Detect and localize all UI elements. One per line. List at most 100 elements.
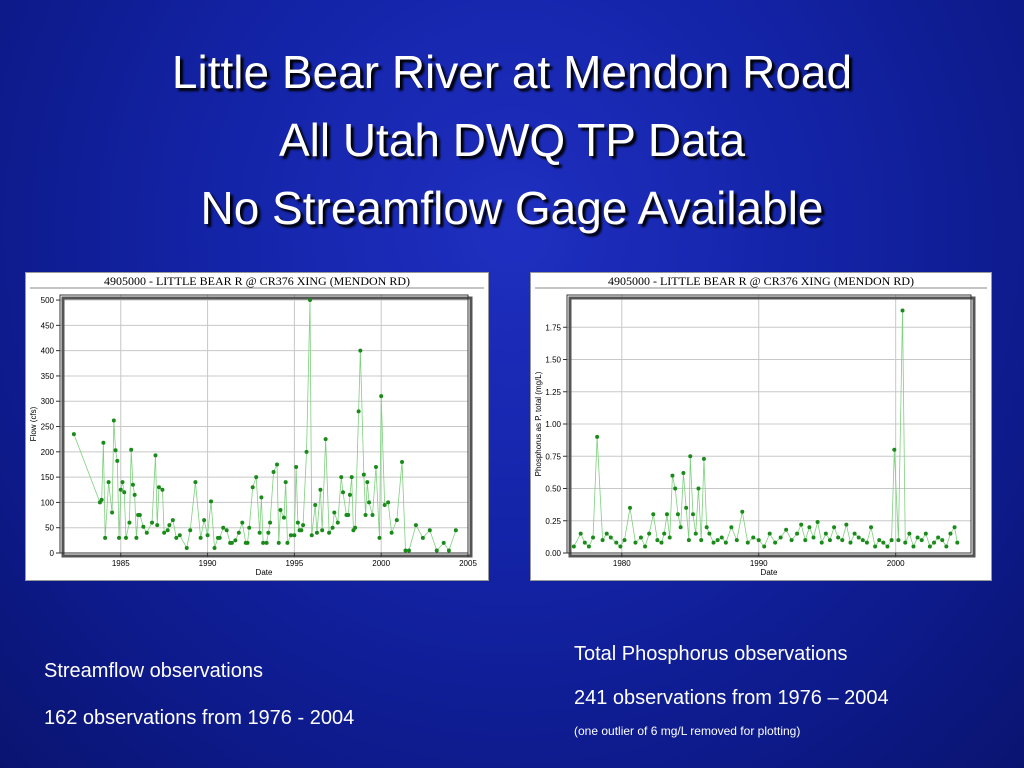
streamflow-caption-heading: Streamflow observations bbox=[44, 660, 263, 682]
y-tick-label: 50 bbox=[45, 524, 54, 533]
data-point bbox=[294, 465, 299, 469]
data-point bbox=[751, 535, 756, 540]
data-point bbox=[591, 535, 596, 540]
data-point bbox=[346, 513, 351, 518]
data-point bbox=[903, 540, 908, 545]
data-point bbox=[339, 475, 344, 480]
title-line-3: No Streamflow Gage Available bbox=[200, 182, 824, 234]
data-point bbox=[285, 540, 290, 545]
data-point bbox=[167, 523, 172, 528]
data-point bbox=[673, 486, 678, 491]
data-point bbox=[288, 533, 293, 538]
data-point bbox=[889, 538, 894, 543]
data-point bbox=[681, 471, 686, 476]
data-point bbox=[153, 453, 158, 458]
data-point bbox=[221, 525, 226, 530]
data-point bbox=[427, 528, 432, 533]
data-point bbox=[301, 523, 306, 528]
data-point bbox=[704, 525, 709, 530]
data-point bbox=[134, 535, 139, 540]
data-point bbox=[209, 499, 214, 504]
data-point bbox=[144, 530, 149, 535]
data-point bbox=[110, 510, 115, 515]
data-point bbox=[389, 530, 394, 535]
data-point bbox=[174, 535, 179, 540]
y-tick-label: 1.00 bbox=[545, 420, 561, 429]
data-point bbox=[275, 462, 280, 467]
data-point bbox=[320, 528, 325, 533]
data-point bbox=[756, 538, 761, 543]
y-tick-label: 450 bbox=[41, 321, 55, 330]
data-point bbox=[864, 540, 869, 545]
data-point bbox=[122, 490, 127, 495]
streamflow-chart: 4905000 - LITTLE BEAR R @ CR376 XING (ME… bbox=[25, 272, 489, 581]
y-tick-label: 1.50 bbox=[545, 356, 561, 365]
y-tick-label: 0.00 bbox=[545, 549, 561, 558]
data-point bbox=[373, 465, 378, 469]
data-point bbox=[271, 470, 276, 475]
x-axis-label: Date bbox=[256, 568, 273, 577]
data-point bbox=[327, 530, 332, 535]
data-point bbox=[675, 512, 680, 517]
data-point bbox=[773, 540, 778, 545]
data-point bbox=[446, 548, 451, 553]
y-axis-label: Flow (cfs) bbox=[29, 406, 38, 441]
data-point bbox=[807, 525, 812, 530]
data-point bbox=[224, 528, 229, 533]
data-point bbox=[184, 545, 189, 550]
data-point bbox=[667, 535, 672, 540]
data-point bbox=[254, 475, 259, 480]
data-point bbox=[881, 540, 886, 545]
data-point bbox=[582, 540, 587, 545]
data-point bbox=[229, 540, 234, 545]
data-point bbox=[707, 531, 712, 536]
data-point bbox=[233, 538, 238, 543]
data-point bbox=[250, 485, 255, 490]
data-point bbox=[308, 298, 313, 303]
x-tick-label: 2000 bbox=[887, 559, 905, 568]
series-line bbox=[73, 300, 457, 552]
data-point bbox=[900, 308, 905, 313]
data-point bbox=[860, 538, 865, 543]
data-point bbox=[723, 540, 728, 545]
slide-title: Little Bear River at Mendon Road All Uta… bbox=[0, 38, 1024, 242]
data-point bbox=[170, 518, 175, 523]
data-point bbox=[299, 528, 304, 533]
data-point bbox=[896, 538, 901, 543]
data-point bbox=[664, 512, 669, 517]
plot-shadow bbox=[61, 296, 473, 558]
data-point bbox=[936, 535, 941, 540]
data-point bbox=[932, 540, 937, 545]
chart-title: 4905000 - LITTLE BEAR R @ CR376 XING (ME… bbox=[608, 274, 914, 288]
data-point bbox=[379, 394, 384, 399]
data-point bbox=[604, 531, 609, 536]
data-point bbox=[332, 510, 337, 515]
data-point bbox=[101, 440, 106, 445]
data-point bbox=[382, 502, 387, 507]
data-point bbox=[370, 513, 375, 518]
data-point bbox=[132, 492, 137, 497]
data-point bbox=[236, 530, 241, 535]
data-point bbox=[715, 538, 720, 543]
data-point bbox=[767, 531, 772, 536]
data-point bbox=[261, 540, 266, 545]
x-tick-label: 1990 bbox=[199, 559, 217, 568]
data-point bbox=[869, 525, 874, 530]
data-point bbox=[111, 418, 116, 423]
data-point bbox=[885, 544, 890, 549]
phosphorus-caption-note: (one outlier of 6 mg/L removed for plott… bbox=[574, 724, 801, 738]
data-point bbox=[627, 505, 632, 510]
data-point bbox=[394, 518, 399, 523]
data-point bbox=[245, 540, 250, 545]
x-tick-label: 2005 bbox=[459, 559, 477, 568]
y-tick-label: 250 bbox=[41, 423, 55, 432]
data-point bbox=[304, 449, 309, 454]
data-point bbox=[595, 434, 600, 439]
x-tick-label: 1985 bbox=[112, 559, 130, 568]
data-point bbox=[614, 540, 619, 545]
y-tick-label: 200 bbox=[41, 448, 55, 457]
data-point bbox=[952, 525, 957, 530]
data-point bbox=[130, 482, 135, 487]
data-point bbox=[335, 520, 340, 525]
data-point bbox=[198, 535, 203, 540]
